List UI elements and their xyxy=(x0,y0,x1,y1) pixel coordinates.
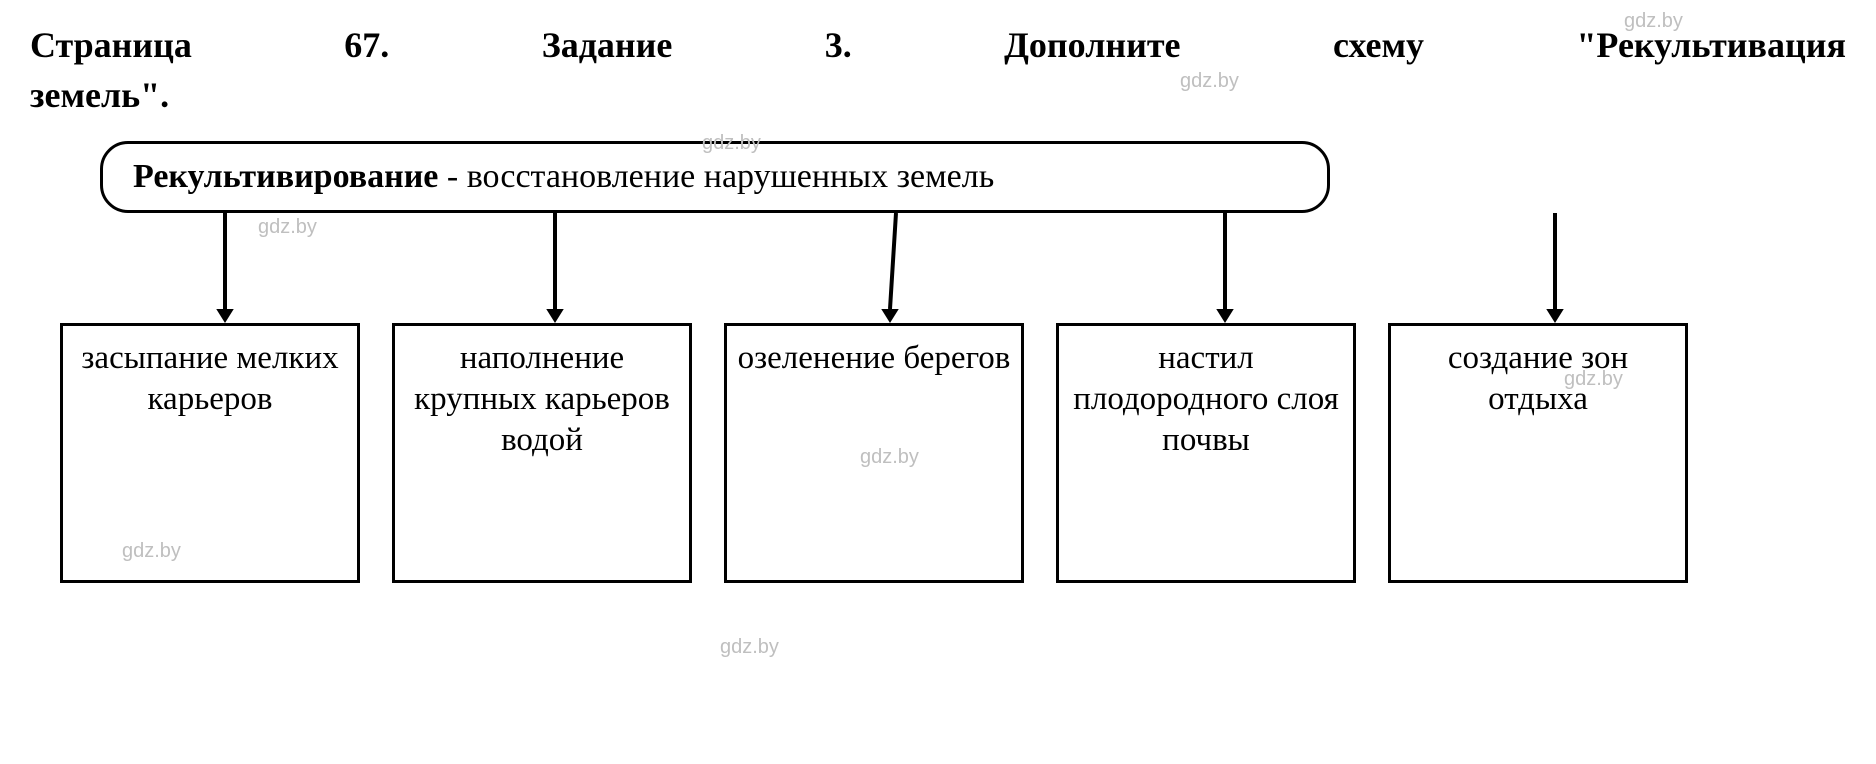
heading-word: 67. xyxy=(344,20,389,70)
child-node: засыпание мелких карьеров xyxy=(60,323,360,583)
diagram-container: Рекультивирование - восстановление наруш… xyxy=(0,131,1876,583)
child-node: озеленение берегов xyxy=(724,323,1024,583)
child-text: озеленение берегов xyxy=(738,338,1011,379)
root-node: Рекультивирование - восстановление наруш… xyxy=(100,141,1330,213)
child-text: создание зон отдыха xyxy=(1401,338,1675,421)
child-text: наполнение крупных карьеров водой xyxy=(405,338,679,462)
children-row: засыпание мелких карьеров наполнение кру… xyxy=(60,323,1740,583)
arrow-icon xyxy=(540,213,570,323)
child-text: настил плодородного слоя почвы xyxy=(1069,338,1343,462)
child-node: настил плодородного слоя почвы xyxy=(1056,323,1356,583)
arrow-icon xyxy=(210,213,240,323)
heading-word: Задание xyxy=(542,20,673,70)
heading-line2: земель". xyxy=(30,70,1846,120)
watermark-text: gdz.by xyxy=(720,636,779,659)
heading-line1: Страница 67. Задание 3. Дополните схему … xyxy=(30,20,1846,70)
child-node: создание зон отдыха xyxy=(1388,323,1688,583)
root-bold-text: Рекультивирование xyxy=(133,158,438,195)
heading-word: схему xyxy=(1333,20,1424,70)
child-node: наполнение крупных карьеров водой xyxy=(392,323,692,583)
child-text: засыпание мелких карьеров xyxy=(73,338,347,421)
page-heading: Страница 67. Задание 3. Дополните схему … xyxy=(0,0,1876,131)
arrow-icon xyxy=(1540,213,1570,323)
heading-word: Дополните xyxy=(1004,20,1180,70)
heading-word: 3. xyxy=(825,20,852,70)
arrow-icon xyxy=(1210,213,1240,323)
heading-word: Страница xyxy=(30,20,192,70)
heading-word: "Рекультивация xyxy=(1576,20,1846,70)
root-rest-text: - восстановление нарушенных земель xyxy=(438,158,994,195)
arrow-row xyxy=(60,213,1740,323)
arrow-icon xyxy=(875,213,905,323)
